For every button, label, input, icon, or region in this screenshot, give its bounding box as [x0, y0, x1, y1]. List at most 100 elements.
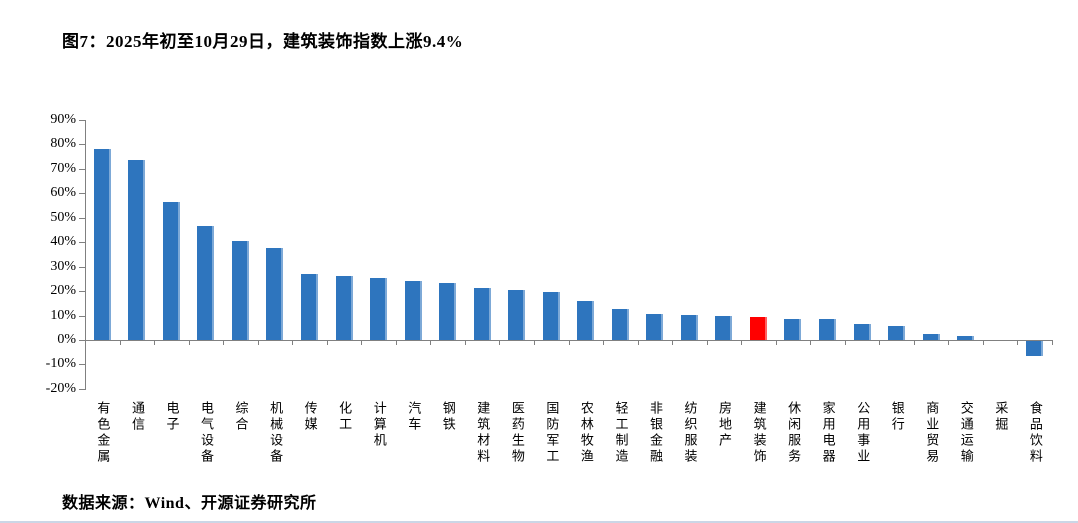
x-axis-label: 食品饮料 — [1017, 401, 1052, 479]
bar-segment — [542, 292, 560, 340]
x-axis-label-text: 轻工制造 — [613, 401, 629, 465]
x-axis-tick — [637, 340, 639, 345]
bar-segment — [508, 290, 526, 340]
x-axis-label: 轻工制造 — [603, 401, 638, 479]
bar-highlight — [749, 317, 767, 340]
bar-segment — [1026, 341, 1044, 356]
bar-segment — [335, 275, 353, 340]
x-axis-tick — [603, 340, 605, 345]
x-axis-tick — [464, 340, 466, 345]
x-axis-label: 建筑材料 — [465, 401, 500, 479]
y-axis-tick — [79, 315, 85, 317]
x-axis-label-text: 休闲服务 — [786, 401, 802, 465]
x-axis-label: 休闲服务 — [776, 401, 811, 479]
x-axis-label-text: 建筑材料 — [475, 401, 491, 465]
bar-segment — [957, 335, 975, 340]
x-axis-tick — [533, 340, 535, 345]
x-axis-label-text: 家用电器 — [820, 401, 836, 465]
x-axis-tick — [499, 340, 501, 345]
x-axis-tick — [948, 340, 950, 345]
bar-segment — [162, 201, 180, 340]
y-axis-tick — [79, 144, 85, 146]
bar-segment — [370, 278, 388, 340]
bar-segment — [784, 318, 802, 340]
y-axis-tick — [79, 266, 85, 268]
x-axis-label-text: 电子 — [164, 401, 180, 433]
x-axis-label-text: 农林牧渔 — [578, 401, 594, 465]
x-axis-tick — [395, 340, 397, 345]
y-axis-label: 50% — [50, 209, 76, 225]
x-axis-tick — [292, 340, 294, 345]
y-axis-label: 40% — [50, 234, 76, 250]
bar-segment — [300, 274, 318, 340]
bar-segment — [404, 280, 422, 340]
bar-segment — [266, 248, 284, 340]
x-axis-tick — [1052, 340, 1053, 345]
x-axis-label: 电气设备 — [189, 401, 224, 479]
x-axis-label-text: 机械设备 — [268, 401, 284, 465]
y-axis-label: 20% — [50, 283, 76, 299]
bar-segment — [888, 325, 906, 340]
y-axis-tick — [79, 120, 85, 121]
y-axis-tick — [79, 340, 85, 341]
x-axis-tick — [982, 340, 984, 345]
bar-segment — [128, 159, 146, 340]
y-axis-tick — [79, 217, 85, 219]
x-axis-label: 通信 — [120, 401, 155, 479]
bottom-divider — [0, 521, 1078, 523]
x-axis-label-text: 计算机 — [371, 401, 387, 449]
x-axis-label: 综合 — [223, 401, 258, 479]
y-axis-tick — [79, 242, 85, 244]
x-axis-tick — [430, 340, 432, 345]
figure-title: 图7：2025年初至10月29日，建筑装饰指数上涨9.4% — [62, 32, 464, 51]
x-axis-label-text: 钢铁 — [440, 401, 456, 433]
x-axis-label: 有色金属 — [85, 401, 120, 479]
bar-segment — [577, 301, 595, 340]
y-axis-line — [85, 120, 86, 390]
x-axis-label: 计算机 — [361, 401, 396, 479]
x-axis-label: 国防军工 — [534, 401, 569, 479]
y-axis-tick — [79, 193, 85, 195]
x-axis-tick — [257, 340, 259, 345]
x-axis-label-text: 非银金融 — [647, 401, 663, 465]
x-axis-label-text: 交通运输 — [958, 401, 974, 465]
x-axis-label: 机械设备 — [258, 401, 293, 479]
x-axis-tick — [119, 340, 121, 345]
x-axis-tick — [1017, 340, 1019, 345]
x-axis-label: 采掘 — [983, 401, 1018, 479]
bar-segment — [680, 315, 698, 340]
x-axis-label: 商业贸易 — [914, 401, 949, 479]
x-axis-tick — [913, 340, 915, 345]
x-axis-label: 银行 — [879, 401, 914, 479]
x-axis-label: 传媒 — [292, 401, 327, 479]
x-axis-tick — [154, 340, 156, 345]
y-axis-tick — [79, 168, 85, 170]
x-axis-label-text: 纺织服装 — [682, 401, 698, 465]
y-axis-label: 70% — [50, 160, 76, 176]
bar-segment — [819, 319, 837, 340]
x-axis-label: 家用电器 — [810, 401, 845, 479]
x-axis-label-text: 医药生物 — [509, 401, 525, 465]
x-axis-label-text: 通信 — [129, 401, 145, 433]
x-axis-label-text: 商业贸易 — [924, 401, 940, 465]
y-axis-label: 30% — [50, 258, 76, 274]
x-axis-label: 非银金融 — [638, 401, 673, 479]
x-axis-tick — [85, 340, 86, 345]
y-axis-tick — [79, 388, 85, 390]
x-axis-tick — [188, 340, 190, 345]
x-axis-tick — [568, 340, 570, 345]
x-axis-label-text: 有色金属 — [95, 401, 111, 465]
y-axis-label: -20% — [45, 380, 76, 396]
x-axis-label: 医药生物 — [499, 401, 534, 479]
x-axis-label-text: 汽车 — [406, 401, 422, 433]
x-axis-label: 化工 — [327, 401, 362, 479]
x-axis-tick — [775, 340, 777, 345]
x-axis-tick — [672, 340, 674, 345]
y-axis-label: 10% — [50, 307, 76, 323]
x-axis-tick — [326, 340, 328, 345]
y-axis-label: 80% — [50, 136, 76, 152]
bar-segment — [611, 308, 629, 340]
x-axis-label-text: 食品饮料 — [1027, 401, 1043, 465]
